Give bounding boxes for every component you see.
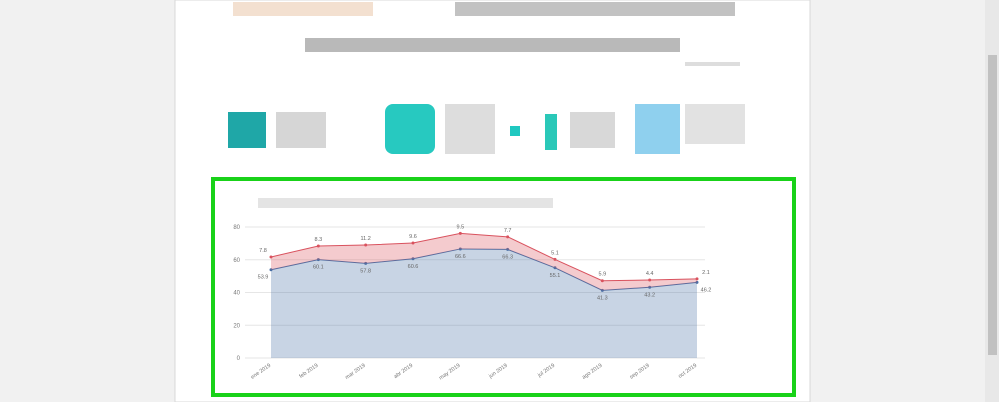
blurred-text xyxy=(276,112,326,148)
y-tick-label: 40 xyxy=(233,291,240,297)
data-point xyxy=(553,257,557,261)
blurred-text xyxy=(305,38,680,52)
data-point xyxy=(695,280,699,284)
data-point xyxy=(648,285,652,289)
data-point xyxy=(553,266,557,270)
data-label: 5.1 xyxy=(551,250,559,256)
y-tick-label: 80 xyxy=(233,225,240,231)
blurred-text xyxy=(570,112,615,148)
blurred-chart-title xyxy=(258,198,553,208)
y-tick-label: 60 xyxy=(233,258,240,264)
blurred-text xyxy=(445,104,495,154)
data-label: 4.4 xyxy=(646,271,654,277)
icon xyxy=(635,104,680,154)
data-label: 8.3 xyxy=(315,237,323,243)
data-point xyxy=(411,241,415,245)
icon xyxy=(545,114,557,150)
data-point xyxy=(506,235,510,239)
data-label: 9.5 xyxy=(457,224,465,230)
icon xyxy=(228,112,266,148)
highlight-box xyxy=(211,177,796,397)
area-fill xyxy=(271,248,697,358)
data-point xyxy=(411,257,415,261)
data-label: 2.1 xyxy=(702,270,710,276)
data-point xyxy=(269,255,273,259)
blurred-text xyxy=(455,2,735,16)
data-label: 66.3 xyxy=(502,254,513,260)
data-label: 55.1 xyxy=(550,273,561,279)
icon xyxy=(510,126,520,136)
data-label: 41.3 xyxy=(597,295,608,301)
data-point xyxy=(458,247,462,251)
data-label: 5.9 xyxy=(599,272,607,278)
data-point xyxy=(316,258,320,262)
data-point xyxy=(364,261,368,265)
data-point xyxy=(364,243,368,247)
data-label: 43.2 xyxy=(644,292,655,298)
scrollbar-thumb[interactable] xyxy=(988,55,997,355)
data-label: 46.2 xyxy=(701,287,712,293)
area-line xyxy=(270,232,698,282)
icon xyxy=(385,104,435,154)
blurred-text xyxy=(685,104,745,144)
area-line xyxy=(270,248,698,291)
data-point xyxy=(269,268,273,272)
data-label: 7.8 xyxy=(259,248,267,254)
data-point xyxy=(458,231,462,235)
data-label: 53.9 xyxy=(258,275,269,281)
data-point xyxy=(600,279,604,283)
data-label: 11.2 xyxy=(361,236,371,242)
blurred-text xyxy=(233,2,373,16)
data-label: 66.6 xyxy=(455,254,466,260)
y-tick-label: 0 xyxy=(237,356,241,362)
data-point xyxy=(600,288,604,292)
data-label: 60.6 xyxy=(408,264,419,270)
area-fill xyxy=(271,233,697,291)
y-tick-label: 20 xyxy=(233,323,240,329)
blurred-text xyxy=(685,62,740,66)
data-point xyxy=(648,278,652,282)
data-label: 7.7 xyxy=(504,228,512,234)
data-point xyxy=(506,247,510,251)
data-label: 9.6 xyxy=(409,234,417,240)
data-point xyxy=(316,244,320,248)
data-label: 57.8 xyxy=(360,268,371,274)
data-point xyxy=(695,277,699,281)
data-label: 60.1 xyxy=(313,265,324,271)
